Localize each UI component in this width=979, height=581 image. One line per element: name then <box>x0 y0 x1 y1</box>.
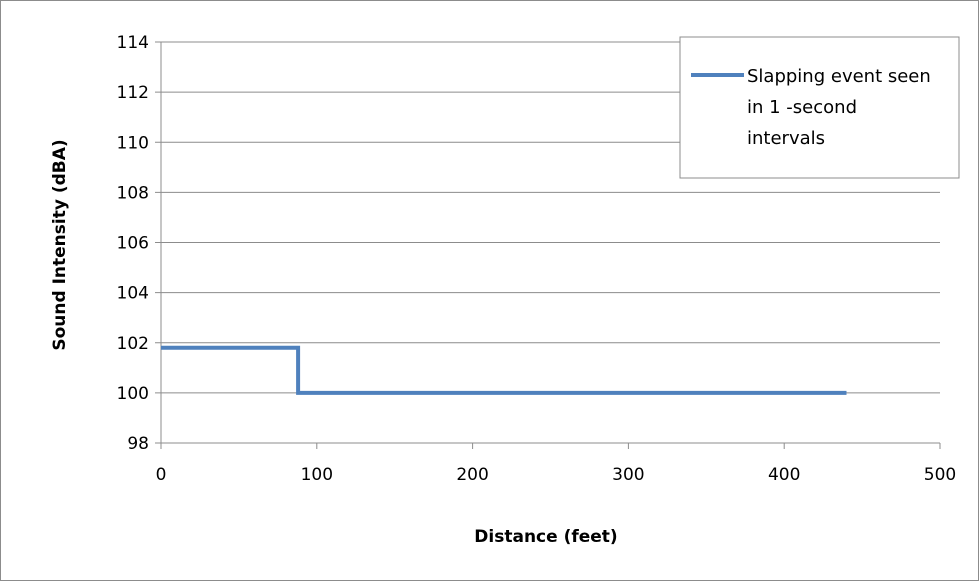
legend-line-2: in 1 -second <box>747 97 857 118</box>
x-tick-label: 500 <box>924 465 956 485</box>
x-axis-title: Distance (feet) <box>474 527 617 547</box>
axis-layer: 98 100 102 104 106 108 110 112 114 0 100 200 300 400 5… <box>117 33 957 485</box>
y-tick-label: 108 <box>117 183 149 203</box>
y-tick-label: 98 <box>127 434 149 454</box>
y-tick-label: 102 <box>117 334 149 354</box>
grid-layer <box>161 41 940 394</box>
x-tick-label: 200 <box>456 465 488 485</box>
legend: Slapping event seen in 1 -second interva… <box>679 36 960 179</box>
x-tick-label: 400 <box>768 465 800 485</box>
legend-box <box>679 36 960 179</box>
y-tick-label: 110 <box>117 133 149 153</box>
y-tick-label: 100 <box>117 384 149 404</box>
y-tick-label: 112 <box>117 83 149 103</box>
x-tick-label: 100 <box>301 465 333 485</box>
legend-line-3: intervals <box>747 128 825 149</box>
y-axis-title: Sound Intensity (dBA) <box>50 139 70 350</box>
series-line <box>161 345 847 395</box>
y-tick-label: 106 <box>117 234 149 254</box>
series-layer <box>161 345 847 395</box>
y-tick-label: 104 <box>117 284 149 304</box>
y-tick-label: 114 <box>117 33 149 53</box>
x-tick-label: 0 <box>156 465 167 485</box>
legend-line-1: Slapping event seen <box>747 66 931 87</box>
x-tick-label: 300 <box>612 465 644 485</box>
